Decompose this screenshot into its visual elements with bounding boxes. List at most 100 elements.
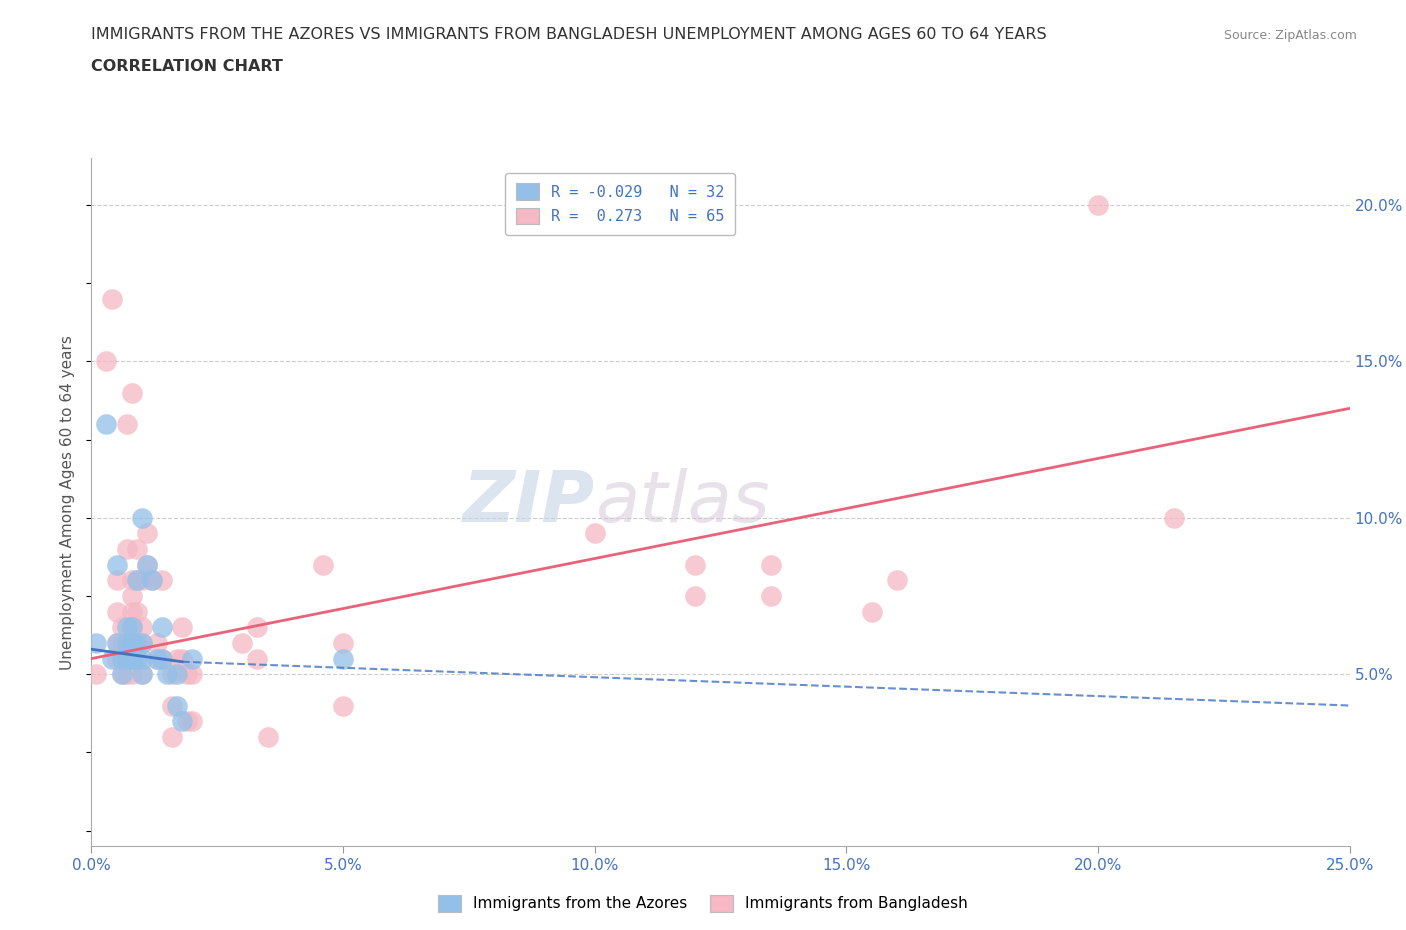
Legend: Immigrants from the Azores, Immigrants from Bangladesh: Immigrants from the Azores, Immigrants f… xyxy=(432,889,974,918)
Point xyxy=(332,651,354,666)
Point xyxy=(1087,197,1109,212)
Point xyxy=(312,557,335,572)
Point xyxy=(121,385,143,400)
Point xyxy=(135,557,157,572)
Point xyxy=(110,651,132,666)
Point xyxy=(141,573,163,588)
Point xyxy=(131,511,153,525)
Point xyxy=(110,667,132,682)
Point xyxy=(166,698,188,713)
Point xyxy=(150,651,173,666)
Point xyxy=(121,604,143,619)
Point xyxy=(181,667,204,682)
Point xyxy=(115,635,138,650)
Point xyxy=(685,557,707,572)
Point xyxy=(86,635,108,650)
Point xyxy=(125,604,148,619)
Point xyxy=(115,620,138,635)
Point xyxy=(121,573,143,588)
Point xyxy=(121,635,143,650)
Point xyxy=(150,651,173,666)
Point xyxy=(170,651,193,666)
Point xyxy=(181,713,204,728)
Point xyxy=(115,541,138,556)
Point xyxy=(332,635,354,650)
Point xyxy=(121,589,143,604)
Point xyxy=(125,635,148,650)
Point xyxy=(131,573,153,588)
Text: atlas: atlas xyxy=(595,468,769,537)
Point xyxy=(131,620,153,635)
Point xyxy=(115,667,138,682)
Point xyxy=(121,620,143,635)
Point xyxy=(100,291,122,306)
Point xyxy=(685,589,707,604)
Point xyxy=(160,698,183,713)
Point xyxy=(1163,511,1185,525)
Point xyxy=(141,573,163,588)
Point xyxy=(146,635,169,650)
Point xyxy=(181,651,204,666)
Point xyxy=(160,667,183,682)
Point xyxy=(121,651,143,666)
Point xyxy=(176,713,198,728)
Point xyxy=(96,354,118,369)
Point xyxy=(131,651,153,666)
Point xyxy=(125,573,148,588)
Point xyxy=(166,667,188,682)
Point xyxy=(105,573,128,588)
Point xyxy=(176,667,198,682)
Point xyxy=(125,541,148,556)
Point xyxy=(886,573,908,588)
Point xyxy=(256,729,278,744)
Point xyxy=(146,651,169,666)
Point xyxy=(156,667,179,682)
Point xyxy=(115,417,138,432)
Point xyxy=(121,667,143,682)
Point xyxy=(759,589,782,604)
Y-axis label: Unemployment Among Ages 60 to 64 years: Unemployment Among Ages 60 to 64 years xyxy=(60,335,76,670)
Point xyxy=(150,620,173,635)
Point xyxy=(121,651,143,666)
Point xyxy=(150,573,173,588)
Text: ZIP: ZIP xyxy=(463,468,595,537)
Point xyxy=(115,635,138,650)
Point xyxy=(121,635,143,650)
Point xyxy=(135,557,157,572)
Point xyxy=(121,620,143,635)
Point xyxy=(131,667,153,682)
Point xyxy=(131,635,153,650)
Point xyxy=(110,651,132,666)
Point xyxy=(131,667,153,682)
Point xyxy=(146,651,169,666)
Point xyxy=(125,635,148,650)
Point xyxy=(131,635,153,650)
Point xyxy=(105,604,128,619)
Point xyxy=(166,651,188,666)
Point xyxy=(246,620,269,635)
Point xyxy=(759,557,782,572)
Point xyxy=(231,635,253,650)
Point xyxy=(110,667,132,682)
Point xyxy=(246,651,269,666)
Point xyxy=(125,651,148,666)
Point xyxy=(170,620,193,635)
Point xyxy=(170,713,193,728)
Point xyxy=(135,526,157,541)
Point xyxy=(105,635,128,650)
Text: CORRELATION CHART: CORRELATION CHART xyxy=(91,60,283,74)
Legend: R = -0.029   N = 32, R =  0.273   N = 65: R = -0.029 N = 32, R = 0.273 N = 65 xyxy=(505,173,735,235)
Point xyxy=(583,526,606,541)
Point xyxy=(160,729,183,744)
Point xyxy=(121,651,143,666)
Point xyxy=(110,635,132,650)
Point xyxy=(125,651,148,666)
Point xyxy=(105,651,128,666)
Point xyxy=(115,651,138,666)
Point xyxy=(332,698,354,713)
Point xyxy=(86,667,108,682)
Point xyxy=(125,573,148,588)
Point xyxy=(105,635,128,650)
Point xyxy=(105,557,128,572)
Point xyxy=(96,417,118,432)
